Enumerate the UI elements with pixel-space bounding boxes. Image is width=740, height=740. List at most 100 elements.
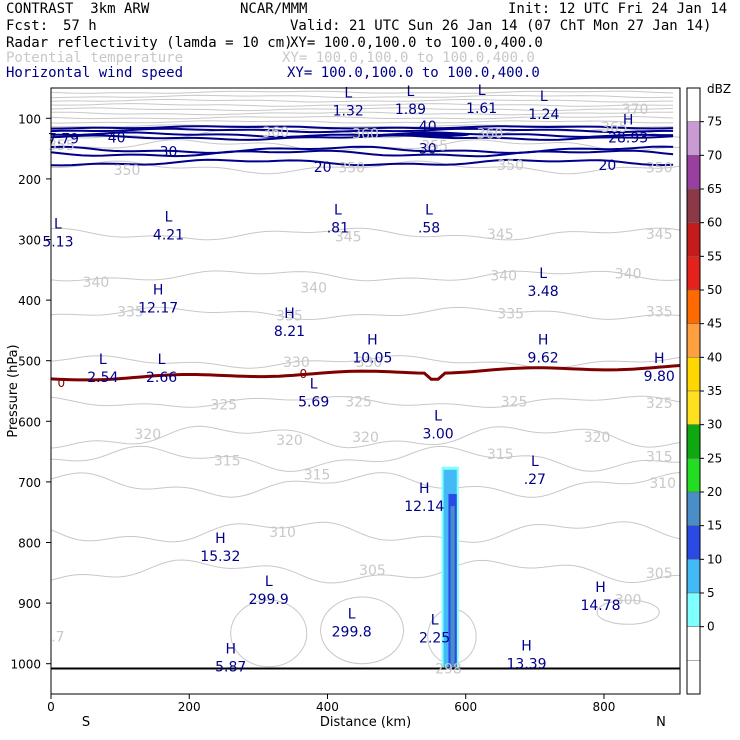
theta-label: 298 (435, 662, 462, 678)
extremum-value: 299.8 (332, 625, 372, 641)
colorbar-swatch (686, 559, 701, 594)
contour-labels: 370 365 360 360 360 355 355 350 350 350 350 345 345 3… (42, 83, 676, 678)
extremum-value: 299.9 (249, 592, 289, 608)
theta-label: 335 (646, 305, 673, 321)
wind-label: 40 (419, 119, 437, 135)
colorbar-swatch (686, 525, 701, 560)
extremum-value: 2.25 (419, 631, 450, 647)
org-label: NCAR/MMM (240, 1, 308, 17)
extremum-value: 9.80 (644, 369, 675, 385)
field-name-wind: Horizontal wind speed (6, 65, 184, 81)
extremum-marker: H (284, 306, 295, 322)
colorbar-level-label: 75 (707, 115, 722, 129)
colorbar-swatch (686, 458, 701, 493)
theta-label: 315 (646, 449, 673, 465)
x-tick-label: 0 (47, 700, 55, 714)
theta-label: 305 (359, 563, 386, 579)
field-name-theta: Potential temperature (6, 50, 184, 66)
theta-label: 345 (487, 227, 514, 243)
wind-contour-line (50, 131, 674, 138)
x-tick-label: 600 (454, 700, 477, 714)
extremum-marker: L (99, 352, 107, 368)
theta-label: 320 (584, 430, 611, 446)
y-tick-label: 700 (18, 476, 41, 490)
theta-label: 315 (214, 454, 241, 470)
theta-label: 330 (283, 355, 310, 371)
y-tick-label: 600 (18, 415, 41, 429)
field-xy-wind: XY= 100.0,100.0 to 100.0,400.0 (287, 65, 540, 81)
colorbar-level-label: 60 (707, 216, 722, 230)
colorbar-swatch (686, 357, 701, 392)
y-tick-label: 200 (18, 173, 41, 187)
theta-label: 330 (356, 355, 383, 371)
extremum-value: 28.93 (608, 131, 648, 147)
colorbar-level-label: 5 (707, 586, 715, 600)
wind-contour-line (50, 134, 674, 141)
theta-contour-line (50, 559, 681, 584)
y-tick-label: 400 (18, 294, 41, 308)
extremum-marker: H (538, 333, 549, 349)
theta-contour-line (50, 103, 674, 107)
colorbar-level-label: 25 (707, 451, 722, 465)
extremum-value: 14.78 (580, 598, 620, 614)
extremum-value: 4.21 (153, 228, 184, 244)
theta-label: 320 (352, 430, 379, 446)
theta-contour-line (50, 124, 674, 128)
colorbar-level-label: 0 (707, 620, 715, 634)
y-tick-label: 500 (18, 355, 41, 369)
theta-label: 360 (262, 125, 289, 141)
colorbar-level-label: 55 (707, 249, 722, 263)
colorbar-swatch (686, 87, 701, 122)
colorbar-swatch (686, 323, 701, 358)
extremum-marker: L (431, 613, 439, 629)
extremum-value: 1.89 (395, 102, 426, 118)
jet-core (406, 132, 471, 138)
extremum-value: 3.00 (422, 426, 453, 442)
theta-closed-contour (596, 599, 660, 625)
y-tick-label: 1000 (10, 658, 41, 672)
extremum-marker: H (367, 333, 378, 349)
extremum-marker: L (158, 352, 166, 368)
colorbar-level-label: 40 (707, 350, 722, 364)
wind-contour-line (50, 125, 674, 130)
theta-contour-line (50, 445, 680, 472)
theta-label: 325 (345, 394, 372, 410)
y-tick-label: 300 (18, 234, 41, 248)
theta-label: 320 (276, 433, 303, 449)
theta-label: 300 (615, 592, 642, 608)
wind-label: 30 (419, 142, 437, 158)
colorbar-units: dBZ (707, 82, 731, 96)
wind-contour-line (50, 149, 674, 158)
extremum-value: .27 (524, 472, 546, 488)
theta-label: 310 (269, 525, 296, 541)
extremum-marker: H (153, 282, 164, 298)
extremum-marker: H (595, 580, 606, 596)
extremum-value: 10.05 (352, 351, 392, 367)
extremum-marker: L (344, 85, 352, 101)
theta-label: 310 (649, 476, 676, 492)
extremum-value: 1.32 (333, 103, 364, 119)
theta-label: 315 (487, 447, 514, 463)
theta-label: 350 (114, 163, 141, 179)
theta-label: 335 (497, 306, 524, 322)
extremum-marker: H (225, 642, 236, 658)
theta-label: 340 (83, 275, 110, 291)
zero-wind-contour (50, 364, 681, 382)
reflectivity-20dbz (450, 506, 455, 669)
extremum-value: 13.39 (507, 657, 547, 673)
extremum-value: 3.48 (528, 284, 559, 300)
y-tick-label: 100 (18, 112, 41, 126)
colorbar-swatch (686, 222, 701, 257)
theta-contour-line (50, 306, 681, 321)
colorbar-swatch (686, 592, 701, 627)
fcst-label: Fcst: (6, 18, 49, 34)
extremum-value: 12.17 (138, 300, 178, 316)
extremum-marker: L (265, 574, 273, 590)
theta-label: 345 (335, 229, 362, 245)
colorbar-level-label: 20 (707, 485, 722, 499)
theta-label: 355 (421, 139, 448, 155)
extremum-value: .58 (418, 220, 440, 236)
x-tick-label: 200 (178, 700, 201, 714)
colorbar-level-label: 10 (707, 552, 722, 566)
theta-label: 355 (48, 138, 75, 154)
